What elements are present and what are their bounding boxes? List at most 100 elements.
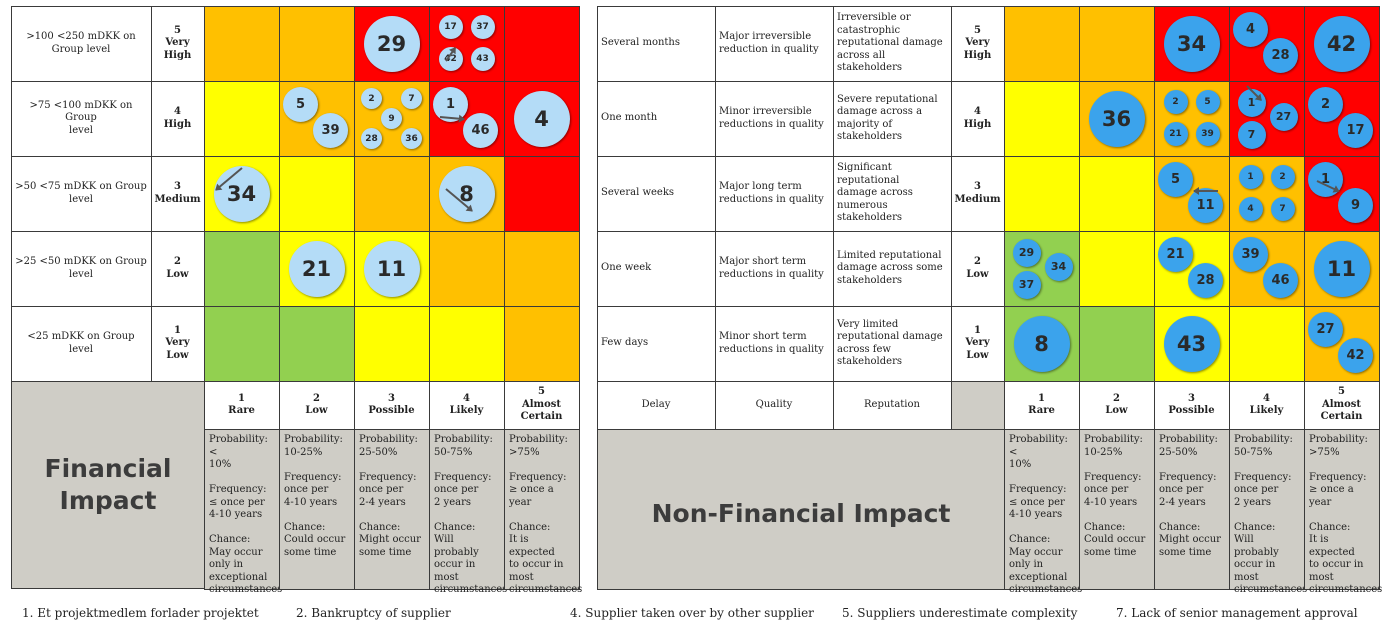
nonfin-reputation-text: Significant reputational damage across n… (837, 162, 913, 224)
legend-item: 1. Et projektmedlem forlader projektet (22, 606, 259, 620)
nonfin-severity-cell (951, 156, 1005, 232)
financial-heat-cell (279, 156, 355, 232)
financial-heat-cell (429, 306, 505, 382)
financial-likelihood-desc: Probability: >75% Frequency: ≥ once a ye… (509, 434, 583, 595)
nonfin-risk-bubble[interactable]: 21 (1163, 121, 1188, 146)
nonfin-risk-bubble[interactable]: 42 (1313, 15, 1370, 72)
nonfin-risk-bubble[interactable]: 4 (1233, 12, 1268, 47)
nonfin-risk-bubble[interactable]: 8 (1013, 315, 1070, 372)
nonfin-likelihood-desc-cell (1304, 429, 1380, 590)
nonfin-reputation-text: Irreversible or catastrophic reputationa… (837, 12, 943, 74)
financial-impact-row-line (11, 156, 152, 232)
financial-likelihood-label: 3 Possible (368, 392, 415, 417)
financial-heat-cell (204, 6, 280, 82)
nonfin-delay-cell (597, 81, 716, 157)
nonfin-reputation-text: Limited reputational damage across some … (837, 249, 943, 286)
financial-risk-bubble[interactable]: 39 (313, 113, 348, 148)
nonfin-delay-text: Few days (601, 337, 649, 349)
nonfin-risk-bubble[interactable]: 34 (1044, 252, 1073, 281)
nonfin-delay-cell (597, 6, 716, 82)
financial-risk-bubble[interactable]: 4 (513, 90, 570, 147)
financial-risk-bubble[interactable]: 5 (283, 87, 318, 122)
nonfin-risk-bubble[interactable]: 2 (1270, 164, 1295, 189)
financial-likelihood-label: 2 Low (305, 392, 328, 417)
financial-impact-label: >75 <100 mDKK on Group level (29, 99, 133, 136)
financial-risk-bubble[interactable]: 36 (401, 128, 422, 149)
nonfin-risk-bubble[interactable]: 39 (1233, 237, 1268, 272)
financial-risk-bubble[interactable]: 28 (361, 128, 382, 149)
nonfin-risk-bubble[interactable]: 42 (1338, 338, 1373, 373)
financial-severity-label: 3 Medium (154, 181, 201, 205)
nonfin-severity-label: 4 High (963, 106, 992, 130)
financial-severity-cell (151, 156, 205, 232)
nonfin-risk-bubble[interactable]: 27 (1269, 102, 1298, 131)
financial-impact-row-line (11, 231, 152, 307)
financial-likelihood-desc: Probability: < 10% Frequency: ≤ once per… (209, 434, 283, 595)
nonfin-risk-bubble[interactable]: 2 (1308, 87, 1343, 122)
nonfin-risk-bubble[interactable]: 9 (1338, 188, 1373, 223)
financial-risk-bubble[interactable]: 46 (463, 113, 498, 148)
nonfin-risk-bubble[interactable]: 34 (1163, 15, 1220, 72)
legend-item: 5. Suppliers underestimate complexity (842, 606, 1078, 620)
financial-risk-bubble[interactable]: 21 (288, 240, 345, 297)
nonfin-severity-cell (951, 81, 1005, 157)
financial-risk-bubble[interactable]: 8 (438, 165, 495, 222)
nonfin-header-blank (951, 381, 1005, 430)
nonfin-risk-bubble[interactable]: 29 (1012, 238, 1041, 267)
nonfin-reputation-text: Severe reputational damage across a majo… (837, 93, 938, 143)
nonfin-risk-bubble[interactable]: 36 (1088, 90, 1145, 147)
financial-risk-bubble[interactable]: 11 (363, 240, 420, 297)
financial-severity-label: 5 Very High (163, 24, 192, 61)
nonfin-risk-bubble[interactable]: 1 (1238, 164, 1263, 189)
nonfin-risk-bubble[interactable]: 5 (1195, 89, 1220, 114)
nonfin-column-header-cell (715, 381, 834, 430)
financial-impact-label: >100 <250 mDKK on Group level (26, 31, 136, 55)
nonfin-reputation-cell (833, 306, 952, 382)
nonfin-likelihood-header-cell (1229, 381, 1305, 430)
nonfin-heat-cell (1004, 156, 1080, 232)
nonfin-quality-cell (715, 81, 834, 157)
financial-risk-bubble[interactable]: 7 (401, 88, 422, 109)
nonfin-risk-bubble[interactable]: 39 (1195, 121, 1220, 146)
nonfin-risk-bubble[interactable]: 21 (1158, 237, 1193, 272)
nonfin-risk-bubble[interactable]: 27 (1308, 312, 1343, 347)
financial-impact-row-line (11, 6, 152, 82)
nonfin-column-header: Delay (641, 398, 671, 410)
nonfin-risk-bubble[interactable]: 7 (1270, 196, 1295, 221)
nonfin-severity-label: 3 Medium (954, 181, 1001, 205)
nonfin-risk-bubble[interactable]: 2 (1163, 89, 1188, 114)
nonfin-heat-cell (1079, 6, 1155, 82)
financial-risk-bubble[interactable]: 34 (213, 165, 270, 222)
nonfin-risk-bubble[interactable]: 7 (1237, 120, 1266, 149)
nonfin-risk-bubble[interactable]: 11 (1313, 240, 1370, 297)
financial-impact-label: >25 <50 mDKK on Group level (15, 256, 147, 280)
financial-risk-bubble[interactable]: 17 (438, 14, 463, 39)
nonfin-heat-cell (1004, 81, 1080, 157)
financial-risk-bubble[interactable]: 9 (381, 108, 402, 129)
financial-risk-bubble[interactable]: 43 (470, 46, 495, 71)
nonfin-heat-cell (1154, 81, 1230, 157)
nonfin-risk-bubble[interactable]: 4 (1238, 196, 1263, 221)
nonfin-reputation-cell (833, 81, 952, 157)
nonfin-risk-bubble[interactable]: 1 (1237, 88, 1266, 117)
financial-heat-cell (504, 156, 580, 232)
financial-heat-cell (204, 81, 280, 157)
nonfin-risk-bubble[interactable]: 28 (1263, 38, 1298, 73)
nonfin-risk-bubble[interactable]: 28 (1188, 263, 1223, 298)
financial-risk-bubble[interactable]: 29 (363, 15, 420, 72)
financial-impact-row-line (11, 81, 152, 157)
nonfin-heat-cell (1229, 306, 1305, 382)
financial-likelihood-header-cell (504, 381, 580, 430)
nonfin-risk-bubble[interactable]: 43 (1163, 315, 1220, 372)
legend-item: 7. Lack of senior management approval (1116, 606, 1358, 620)
nonfin-risk-bubble[interactable]: 37 (1012, 270, 1041, 299)
nonfin-risk-bubble[interactable]: 5 (1158, 162, 1193, 197)
nonfin-risk-bubble[interactable]: 46 (1263, 263, 1298, 298)
financial-risk-bubble[interactable]: 2 (361, 88, 382, 109)
financial-risk-bubble[interactable]: 37 (470, 14, 495, 39)
financial-severity-label: 2 Low (166, 256, 189, 280)
nonfin-column-header: Reputation (864, 398, 920, 410)
nonfin-delay-cell (597, 231, 716, 307)
financial-heat-cell (429, 6, 505, 82)
nonfin-risk-bubble[interactable]: 17 (1338, 113, 1373, 148)
